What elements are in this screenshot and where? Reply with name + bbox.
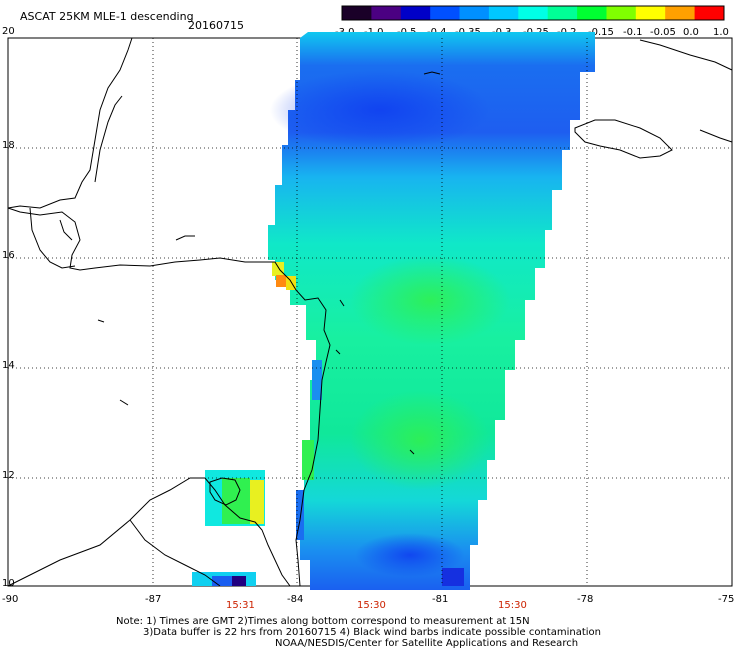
colorbar-swatch bbox=[488, 6, 519, 20]
note-line-3: NOAA/NESDIS/Center for Satellite Applica… bbox=[275, 638, 579, 649]
data-swath bbox=[268, 32, 595, 590]
colorbar bbox=[341, 5, 725, 21]
colorbar-swatch bbox=[635, 6, 666, 20]
colorbar-swatch bbox=[371, 6, 402, 20]
lon-label: -90 bbox=[2, 594, 19, 605]
pass-time: 15:30 bbox=[498, 600, 527, 611]
colorbar-label: -0.05 bbox=[650, 27, 676, 38]
colorbar-swatch bbox=[342, 6, 372, 20]
colorbar-swatch bbox=[518, 6, 549, 20]
colorbar-swatch bbox=[547, 6, 578, 20]
colorbar-swatch bbox=[665, 6, 696, 20]
map-date: 20160715 bbox=[188, 19, 244, 32]
map-title: ASCAT 25KM MLE-1 descending bbox=[20, 10, 194, 23]
data-swath-small bbox=[192, 470, 265, 586]
colorbar-border bbox=[341, 5, 725, 21]
lat-label: 16 bbox=[2, 250, 15, 261]
colorbar-label: 0.0 bbox=[683, 27, 699, 38]
lat-label: 14 bbox=[2, 360, 15, 371]
lon-label: -75 bbox=[718, 594, 735, 605]
note-line-2: 3)Data buffer is 22 hrs from 20160715 4)… bbox=[143, 627, 601, 638]
lat-label: 12 bbox=[2, 470, 15, 481]
colorbar-swatch bbox=[694, 6, 725, 20]
lon-label: -78 bbox=[577, 594, 594, 605]
lat-lon-grid bbox=[8, 38, 732, 586]
colorbar-swatch bbox=[459, 6, 490, 20]
colorbar-swatch bbox=[400, 6, 431, 20]
colorbar-label: -0.1 bbox=[623, 27, 643, 38]
colorbar-swatch bbox=[577, 6, 607, 20]
colorbar-swatch bbox=[606, 6, 637, 20]
lon-label: -87 bbox=[145, 594, 162, 605]
lat-label: 18 bbox=[2, 140, 15, 151]
pass-time: 15:31 bbox=[226, 600, 255, 611]
note-line-1: Note: 1) Times are GMT 2)Times along bot… bbox=[116, 616, 530, 627]
colorbar-label: -0.15 bbox=[588, 27, 614, 38]
coastlines bbox=[7, 37, 733, 587]
colorbar-label: 1.0 bbox=[713, 27, 729, 38]
pass-time: 15:30 bbox=[357, 600, 386, 611]
lat-label: 20 bbox=[2, 26, 15, 37]
lon-label: -81 bbox=[432, 594, 449, 605]
lon-label: -84 bbox=[287, 594, 304, 605]
lat-label: 10 bbox=[2, 578, 15, 589]
colorbar-swatch bbox=[430, 6, 461, 20]
